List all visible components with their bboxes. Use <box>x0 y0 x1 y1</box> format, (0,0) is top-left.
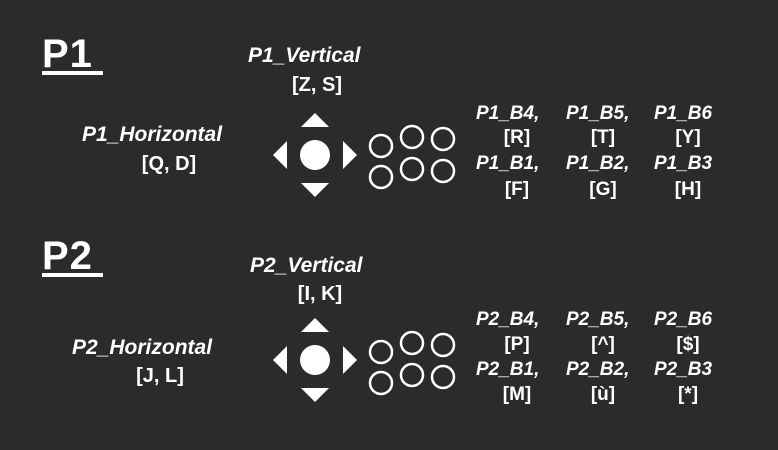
button-key-b3: [*] <box>677 384 699 405</box>
button-name-b6: P2_B6 <box>654 309 713 330</box>
horizontal-axis-name: P1_Horizontal <box>82 123 223 146</box>
player-label-underline <box>42 71 103 75</box>
vertical-axis-keys: [Z, S] <box>292 74 342 96</box>
button-name-b4: P1_B4, <box>476 103 540 124</box>
button-name-b2: P2_B2, <box>566 359 630 380</box>
player-label-underline <box>42 273 103 277</box>
button-key-b1: [F] <box>504 179 530 200</box>
vertical-axis-name: P1_Vertical <box>248 44 361 67</box>
button-layout-icon <box>368 124 456 190</box>
button-key-b5: [^] <box>591 334 615 355</box>
button-key-b2: [G] <box>589 179 617 200</box>
button-name-b3: P2_B3 <box>654 359 713 380</box>
player-label: P1 <box>42 32 93 76</box>
button-name-b1: P2_B1, <box>476 359 540 380</box>
button-key-b4: [P] <box>504 334 530 355</box>
button-key-b2: [ù] <box>590 384 616 405</box>
button-key-b6: [$] <box>676 334 700 355</box>
button-key-b6: [Y] <box>675 127 701 148</box>
dpad-icon <box>273 318 357 402</box>
vertical-axis-keys: [I, K] <box>297 283 343 305</box>
button-name-b6: P1_B6 <box>654 103 713 124</box>
horizontal-axis-name: P2_Horizontal <box>72 336 213 359</box>
horizontal-axis-keys: [J, L] <box>136 365 184 387</box>
button-name-b4: P2_B4, <box>476 309 540 330</box>
dpad-icon <box>273 113 357 197</box>
button-key-b5: [T] <box>590 127 616 148</box>
button-key-b3: [H] <box>674 179 702 200</box>
button-name-b3: P1_B3 <box>654 153 713 174</box>
button-name-b2: P1_B2, <box>566 153 630 174</box>
button-key-b1: [M] <box>502 384 532 405</box>
vertical-axis-name: P2_Vertical <box>250 254 363 277</box>
button-name-b1: P1_B1, <box>476 153 540 174</box>
player-label: P2 <box>42 234 93 278</box>
button-name-b5: P2_B5, <box>566 309 630 330</box>
button-key-b4: [R] <box>503 127 531 148</box>
horizontal-axis-keys: [Q, D] <box>141 153 197 175</box>
button-name-b5: P1_B5, <box>566 103 630 124</box>
button-layout-icon <box>368 330 456 396</box>
